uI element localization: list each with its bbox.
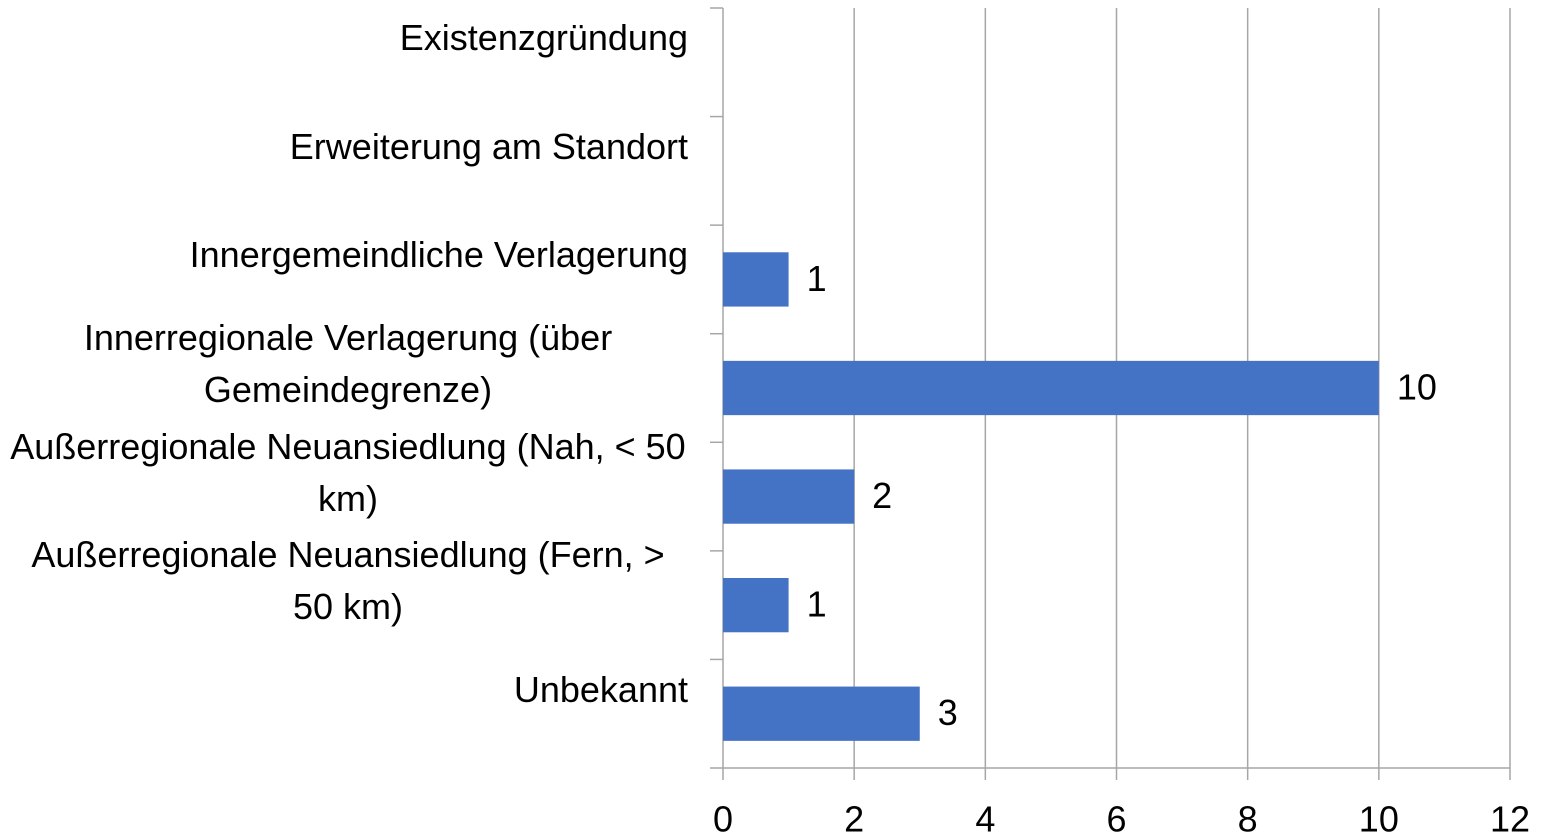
bar <box>723 686 920 741</box>
y-tick-label: Unbekannt <box>0 635 688 744</box>
category-text: Unbekannt <box>513 668 688 710</box>
category-text: Erweiterung am Standort <box>289 125 688 167</box>
x-tick-label: 2 <box>844 799 864 839</box>
category-text: Innergemeindliche Verlagerung <box>189 234 688 276</box>
data-label: 1 <box>807 258 827 299</box>
category-text: Außerregionale Neuansiedlung (Fern, > 50… <box>31 534 665 628</box>
y-tick-label: Existenzgründung <box>0 0 688 93</box>
data-label: 10 <box>1397 367 1437 408</box>
x-tick-label: 4 <box>975 799 995 839</box>
y-tick-label: Außerregionale Neuansiedlung (Fern, > 50… <box>0 527 688 636</box>
data-label: 3 <box>938 692 958 733</box>
x-tick-label: 10 <box>1359 799 1399 839</box>
category-text: Innerregionale Verlagerung (über Gemeind… <box>83 316 613 410</box>
category-text: Existenzgründung <box>399 17 688 59</box>
category-text: Außerregionale Neuansiedlung (Nah, < 50 … <box>10 425 686 519</box>
y-tick-label: Innerregionale Verlagerung (über Gemeind… <box>0 310 688 419</box>
data-label: 1 <box>807 584 827 625</box>
y-tick-label: Innergemeindliche Verlagerung <box>0 201 688 310</box>
y-tick-label: Erweiterung am Standort <box>0 93 688 202</box>
x-tick-label: 8 <box>1238 799 1258 839</box>
bar <box>723 578 789 633</box>
bar <box>723 469 855 524</box>
y-tick-label: Außerregionale Neuansiedlung (Nah, < 50 … <box>0 418 688 527</box>
bar <box>723 360 1379 416</box>
x-tick-label: 6 <box>1106 799 1126 839</box>
x-tick-label: 12 <box>1490 799 1530 839</box>
x-tick-label: 0 <box>713 799 733 839</box>
bar <box>723 252 789 307</box>
data-label: 2 <box>872 475 892 516</box>
